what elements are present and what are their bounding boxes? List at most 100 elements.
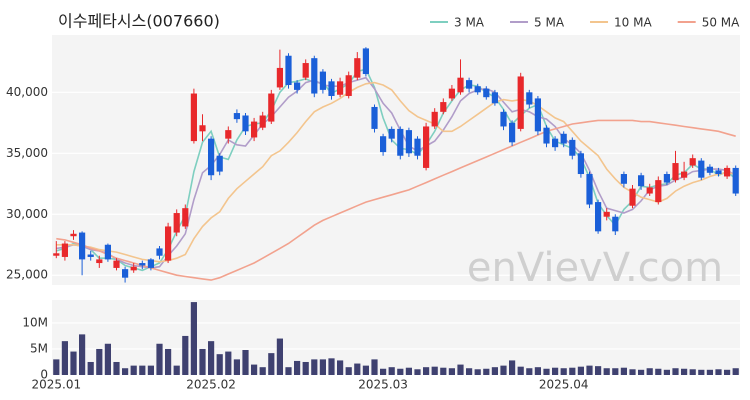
candle-body bbox=[345, 75, 352, 96]
candle-body bbox=[681, 171, 688, 178]
candle-body bbox=[466, 80, 473, 89]
candle-body bbox=[431, 111, 438, 127]
volume-bar bbox=[337, 360, 344, 375]
candle-body bbox=[560, 133, 567, 144]
volume-bar bbox=[285, 367, 292, 375]
candle-body bbox=[603, 211, 610, 217]
legend-label: 5 MA bbox=[534, 16, 565, 30]
candle-body bbox=[216, 155, 223, 172]
volume-bar bbox=[371, 359, 378, 375]
volume-bar bbox=[388, 367, 395, 375]
volume-bar bbox=[491, 367, 498, 375]
candle-body bbox=[294, 82, 301, 90]
candle-body bbox=[457, 77, 464, 93]
candle-body bbox=[732, 167, 739, 194]
candle-body bbox=[638, 175, 645, 187]
y-tick-label: 30,000 bbox=[6, 207, 48, 221]
volume-bar bbox=[526, 368, 533, 375]
volume-bar bbox=[147, 365, 154, 375]
volume-bar bbox=[706, 369, 713, 375]
volume-bar bbox=[302, 361, 309, 375]
volume-bar bbox=[156, 343, 163, 375]
candle-body bbox=[173, 213, 180, 233]
volume-bar bbox=[242, 350, 249, 375]
volume-bar bbox=[354, 363, 361, 375]
candle-body bbox=[70, 233, 77, 237]
candle-body bbox=[208, 138, 215, 176]
ma-line bbox=[56, 119, 736, 281]
volume-plot-area bbox=[52, 300, 740, 375]
candle-body bbox=[251, 121, 258, 138]
volume-bar bbox=[380, 368, 387, 375]
volume-bar bbox=[53, 359, 60, 375]
candle-body bbox=[130, 266, 137, 271]
volume-bar bbox=[130, 365, 137, 375]
y-tick-label: 40,000 bbox=[6, 85, 48, 99]
volume-bar bbox=[294, 360, 301, 375]
candle-body bbox=[79, 232, 86, 260]
volume-bar bbox=[414, 369, 421, 375]
volume-bar bbox=[311, 359, 318, 375]
candle-body bbox=[552, 138, 559, 148]
candle-body bbox=[302, 63, 309, 78]
volume-bar bbox=[199, 348, 206, 375]
volume-bar bbox=[517, 366, 524, 375]
candle-body bbox=[199, 125, 206, 132]
legend-label: 50 MA bbox=[702, 16, 740, 30]
volume-bar bbox=[672, 368, 679, 375]
candle-body bbox=[337, 81, 344, 95]
candle-body bbox=[242, 115, 249, 132]
x-tick-label: 2025.01 bbox=[31, 378, 81, 392]
volume-bar bbox=[96, 348, 103, 375]
volume-bar bbox=[113, 361, 120, 375]
chart-title: 이수페타시스(007660) bbox=[58, 12, 220, 31]
candle-body bbox=[448, 88, 455, 99]
candle-body bbox=[715, 170, 722, 175]
candle-body bbox=[586, 174, 593, 205]
candle-body bbox=[165, 226, 172, 261]
volume-bar bbox=[603, 368, 610, 375]
volume-bar bbox=[216, 354, 223, 375]
legend-label: 10 MA bbox=[614, 16, 652, 30]
volume-bar bbox=[268, 353, 275, 375]
legend-label: 3 MA bbox=[454, 16, 485, 30]
x-tick-label: 2025.04 bbox=[539, 378, 589, 392]
volume-bar bbox=[79, 334, 86, 375]
volume-bar bbox=[87, 361, 94, 375]
volume-bar bbox=[715, 369, 722, 375]
candle-body bbox=[61, 243, 68, 257]
volume-bar bbox=[173, 365, 180, 375]
candle-body bbox=[96, 259, 103, 264]
y-tick-label: 0 bbox=[40, 368, 48, 382]
volume-bar bbox=[560, 368, 567, 375]
candle-body bbox=[483, 88, 490, 98]
candle-body bbox=[440, 102, 447, 112]
volume-bar bbox=[569, 367, 576, 375]
volume-bar bbox=[698, 369, 705, 375]
volume-bar bbox=[655, 368, 662, 375]
candle-body bbox=[663, 174, 670, 183]
candle-body bbox=[500, 111, 507, 127]
volume-bar bbox=[466, 368, 473, 375]
volume-bar bbox=[165, 348, 172, 375]
volume-bar bbox=[509, 360, 516, 375]
volume-bar bbox=[448, 368, 455, 375]
candle-body bbox=[268, 93, 275, 122]
volume-bar bbox=[190, 302, 197, 375]
volume-bar bbox=[225, 351, 232, 375]
candle-body bbox=[182, 208, 189, 227]
candle-body bbox=[491, 92, 498, 104]
volume-bar bbox=[629, 369, 636, 375]
volume-bar bbox=[139, 365, 146, 375]
candle-body bbox=[569, 139, 576, 156]
volume-bar bbox=[397, 368, 404, 375]
candle-body bbox=[474, 86, 481, 93]
y-tick-label: 25,000 bbox=[6, 268, 48, 282]
candle-body bbox=[405, 130, 412, 154]
volume-bar bbox=[689, 369, 696, 375]
candle-body bbox=[233, 113, 240, 120]
candle-body bbox=[526, 92, 533, 105]
candle-body bbox=[577, 153, 584, 175]
